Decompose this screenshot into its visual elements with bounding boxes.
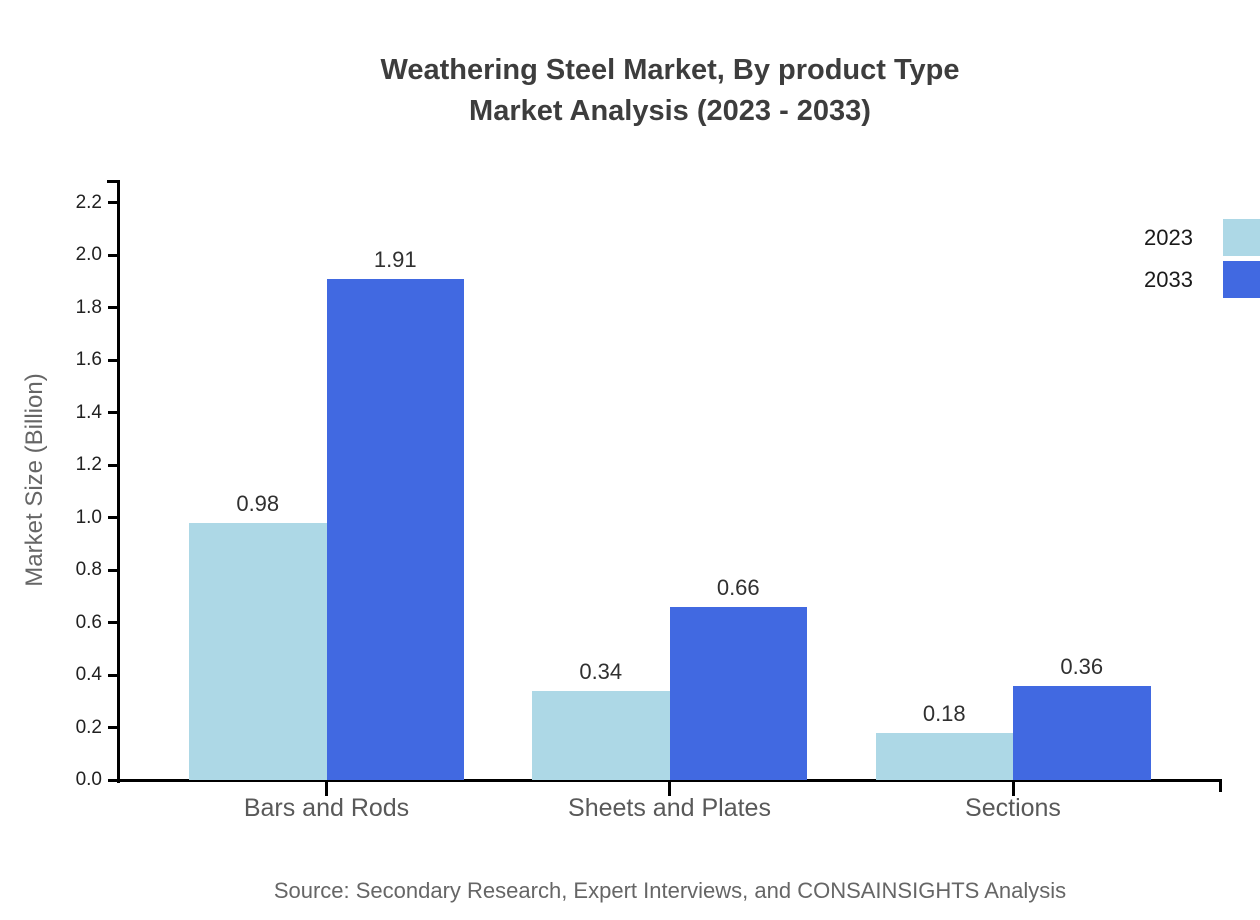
y-axis-tick — [108, 358, 117, 362]
bar-value-label: 0.36 — [1060, 653, 1104, 679]
x-axis-tick — [1011, 781, 1015, 796]
chart-title-line1: Weathering Steel Market, By product Type — [380, 54, 960, 86]
legend-label-2033: 2033 — [1144, 266, 1193, 292]
bar-2023-bars-and-rods — [189, 522, 327, 780]
legend-swatch-2033 — [1223, 260, 1260, 298]
y-axis-top-cap — [106, 180, 120, 183]
y-axis-tick-label: 1.8 — [75, 296, 102, 318]
y-axis-tick-label: 0.2 — [75, 716, 102, 738]
y-axis-tick — [108, 568, 117, 572]
x-axis-tick — [325, 781, 328, 796]
legend-swatch-2023 — [1223, 219, 1260, 256]
chart-title: Weathering Steel Market, By product Type… — [80, 50, 1260, 132]
x-axis-tick — [668, 781, 671, 796]
y-axis-tick — [108, 621, 117, 625]
y-axis-tick — [108, 253, 117, 257]
bar-value-label: 0.66 — [716, 574, 760, 600]
y-axis-tick — [108, 201, 117, 205]
x-axis-line — [116, 778, 1222, 782]
y-axis-tick-label: 1.2 — [75, 454, 102, 476]
bar-value-label: 1.91 — [373, 247, 417, 272]
bar-2033-bars-and-rods — [326, 279, 464, 780]
y-axis-tick-label: 1.0 — [75, 506, 102, 528]
source-note: Source: Secondary Research, Expert Inter… — [273, 878, 1067, 903]
y-axis-tick — [108, 411, 117, 415]
y-axis-tick-label: 0.6 — [75, 611, 102, 633]
bar-value-label: 0.34 — [579, 658, 623, 684]
bar-2033-sections — [1013, 685, 1151, 780]
y-axis-tick-label: 0.4 — [75, 664, 102, 686]
y-axis-tick — [108, 463, 117, 467]
chart-title-line2: Market Analysis (2023 - 2033) — [469, 95, 871, 127]
y-axis-tick-label: 2.2 — [75, 191, 102, 213]
y-axis-tick — [108, 778, 117, 782]
category-label: Sections — [965, 794, 1061, 822]
category-label: Sheets and Plates — [568, 794, 771, 822]
y-axis-tick-label: 0.0 — [75, 769, 102, 790]
legend-label-2023: 2023 — [1144, 225, 1193, 250]
bar-2033-sheets-and-plates — [669, 606, 807, 780]
y-axis-tick-label: 1.6 — [75, 349, 102, 371]
bar-2023-sheets-and-plates — [532, 690, 670, 780]
bar-value-label: 0.98 — [236, 490, 280, 516]
y-axis-tick — [108, 516, 117, 520]
bar-2023-sections — [875, 732, 1013, 780]
y-axis-tick — [108, 306, 117, 310]
y-axis-tick-label: 1.4 — [75, 401, 102, 423]
y-axis-tick — [108, 673, 117, 677]
y-axis-tick — [108, 726, 117, 730]
x-axis-right-cap — [1219, 778, 1222, 792]
y-axis-tick-label: 0.8 — [75, 559, 102, 581]
y-axis-tick-label: 2.0 — [75, 244, 102, 266]
category-label: Bars and Rods — [243, 794, 410, 822]
bar-value-label: 0.18 — [922, 700, 966, 726]
y-axis-line — [116, 180, 120, 783]
